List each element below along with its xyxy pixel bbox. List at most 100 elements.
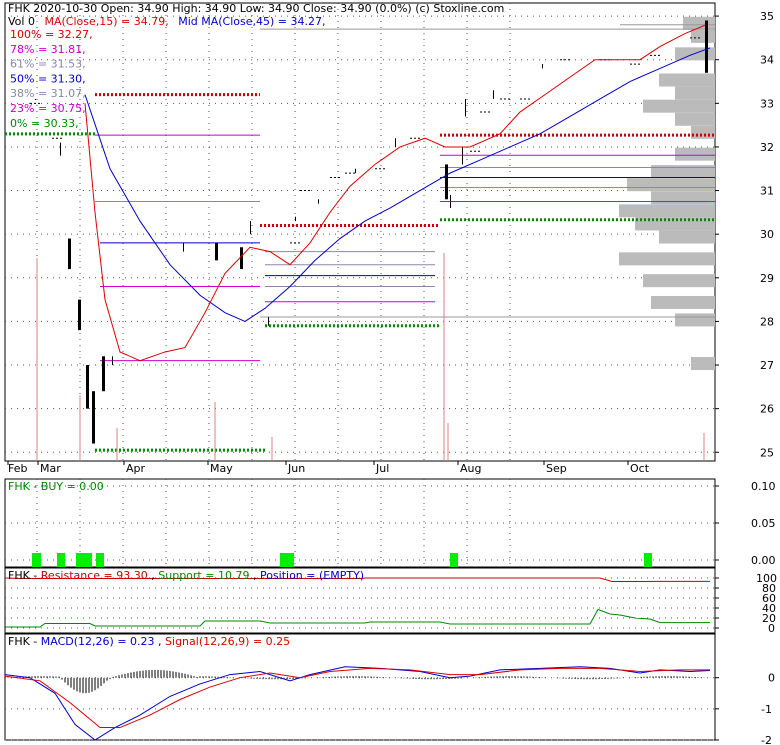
- buy-signal-bar: [644, 553, 652, 567]
- macd-sep: ,: [158, 635, 165, 648]
- fib-label: 38% = 31.07,: [10, 87, 86, 100]
- price-bar: [395, 138, 396, 147]
- volume-profile-bar: [675, 112, 715, 126]
- ma15-label: MA(Close,15) = 34.79,: [44, 15, 168, 28]
- price-bar: [445, 164, 448, 200]
- macd-axis: 0 -1 -2: [715, 672, 775, 745]
- price-bar: [462, 146, 463, 165]
- price-bar: [295, 216, 296, 222]
- month-label: Apr: [126, 462, 146, 475]
- price-grid: [5, 3, 715, 461]
- volume-profile-bar: [619, 252, 715, 266]
- price-axis-label: 29: [760, 272, 774, 285]
- buy-axis-label: 0.00: [751, 554, 776, 567]
- fib-label: 100% = 32.27,: [10, 28, 93, 41]
- price-panel: FHK 2020-10-30 Open: 34.90 High: 34.90 L…: [4, 2, 774, 475]
- month-label: Feb: [8, 462, 27, 475]
- price-bar: [35, 98, 36, 100]
- price-bar: [215, 242, 218, 261]
- volume-profile-bar: [651, 191, 715, 205]
- volume-profile-bar: [675, 313, 715, 327]
- rs-title: FHK - Resistance = 93.30 , Support = 10.…: [8, 569, 364, 582]
- macd-signal: Signal(12,26,9) = 0.25: [165, 635, 290, 648]
- price-bar: [240, 247, 243, 270]
- ma45-label: Mid MA(Close,45) = 34.27,: [178, 15, 325, 28]
- price-axis-label: 25: [760, 446, 774, 459]
- volume-profile-bar: [659, 73, 715, 87]
- rs-resistance: Resistance = 93.30: [41, 569, 148, 582]
- price-axis-label: 34: [760, 54, 774, 67]
- vol-label: Vol 0 MA(Close,15) = 34.79, Mid MA(Close…: [8, 15, 326, 28]
- price-axis-label: 31: [760, 185, 774, 198]
- month-label: Jul: [375, 462, 389, 475]
- buy-signal-bars: [32, 553, 652, 567]
- price-axis-label: 33: [760, 97, 774, 110]
- price-axis: 35 34 33 32 31 30 29 28 27 26 25: [715, 10, 774, 459]
- resistance-line: [4, 577, 710, 582]
- macd-title: FHK - MACD(12,26) = 0.23 , Signal(12,26,…: [8, 635, 290, 648]
- month-label: May: [210, 462, 233, 475]
- header-line1: FHK 2020-10-30 Open: 34.90 High: 34.90 L…: [8, 2, 504, 15]
- price-bar: [112, 356, 113, 366]
- month-label: Oct: [630, 462, 650, 475]
- macd-prefix: FHK -: [8, 635, 41, 648]
- macd-axis-label: 0: [768, 672, 775, 685]
- price-bar: [542, 64, 543, 69]
- fib-label: 61% = 31.53,: [10, 58, 86, 71]
- price-axis-label: 28: [760, 315, 774, 328]
- rs-axis-label: 0: [768, 622, 775, 635]
- volume-profile-bar: [619, 204, 715, 218]
- month-label: Jun: [287, 462, 305, 475]
- volume-profile-bar: [651, 165, 715, 179]
- month-axis: Feb Mar Apr May Jun Jul Aug Sep Oct: [7, 461, 650, 475]
- fib-label: 78% = 31.81,: [10, 43, 86, 56]
- ma15-line: [84, 24, 706, 362]
- buy-signal-bar: [57, 553, 65, 567]
- volume-profile-bar: [659, 230, 715, 244]
- buy-axis-label: 0.10: [751, 480, 776, 493]
- buy-signal-bar: [76, 553, 92, 567]
- rs-axis-label: 40: [762, 602, 776, 615]
- price-bar: [86, 365, 89, 409]
- rs-position: Position = (EMPTY): [260, 569, 364, 582]
- buy-axis: 0.10 0.05 0.00: [715, 480, 776, 567]
- fib-label: 23% = 30.75,: [10, 102, 86, 115]
- price-axis-label: 30: [760, 228, 774, 241]
- rs-support: Support = 10.79: [158, 569, 249, 582]
- month-label: Sep: [546, 462, 567, 475]
- buy-axis-label: 0.05: [751, 517, 776, 530]
- buy-signal-bar: [450, 553, 458, 567]
- price-bar: [183, 242, 184, 252]
- price-bar: [493, 90, 494, 99]
- rs-axis-label: 100: [756, 572, 777, 585]
- volume-profile-bar: [675, 147, 715, 161]
- volume-profile-bar: [691, 125, 715, 139]
- buy-signal-bar: [280, 553, 294, 567]
- price-bar: [68, 238, 71, 270]
- volume-profile-bar: [635, 217, 715, 231]
- macd-axis-label: -1: [761, 703, 772, 716]
- price-axis-label: 35: [760, 10, 774, 23]
- price-axis-label: 26: [760, 403, 774, 416]
- fib-labels: 100% = 32.27, 78% = 31.81, 61% = 31.53,50%…: [10, 28, 93, 130]
- price-axis-label: 27: [760, 359, 774, 372]
- volume-profile-bar: [643, 274, 715, 288]
- volume-profile-bar: [675, 86, 715, 100]
- ma45-line: [84, 47, 711, 322]
- volume-profile-bar: [643, 99, 715, 113]
- rs-panel: FHK - Resistance = 93.30 , Support = 10.…: [4, 567, 777, 635]
- price-bar: [78, 299, 81, 331]
- fib-label: 50% = 31.30,: [10, 72, 86, 85]
- rs-axis-label: 20: [762, 612, 776, 625]
- macd-panel: FHK - MACD(12,26) = 0.23 , Signal(12,26,…: [4, 633, 775, 745]
- month-label: Mar: [40, 462, 61, 475]
- volume-profile-bar: [651, 295, 715, 309]
- price-bar: [102, 356, 105, 392]
- price-bar: [318, 199, 319, 204]
- rs-prefix: FHK -: [8, 569, 41, 582]
- rs-sep1: ,: [151, 569, 158, 582]
- price-bar: [450, 194, 451, 209]
- price-bar: [465, 98, 466, 117]
- price-panel-frame: [4, 2, 716, 462]
